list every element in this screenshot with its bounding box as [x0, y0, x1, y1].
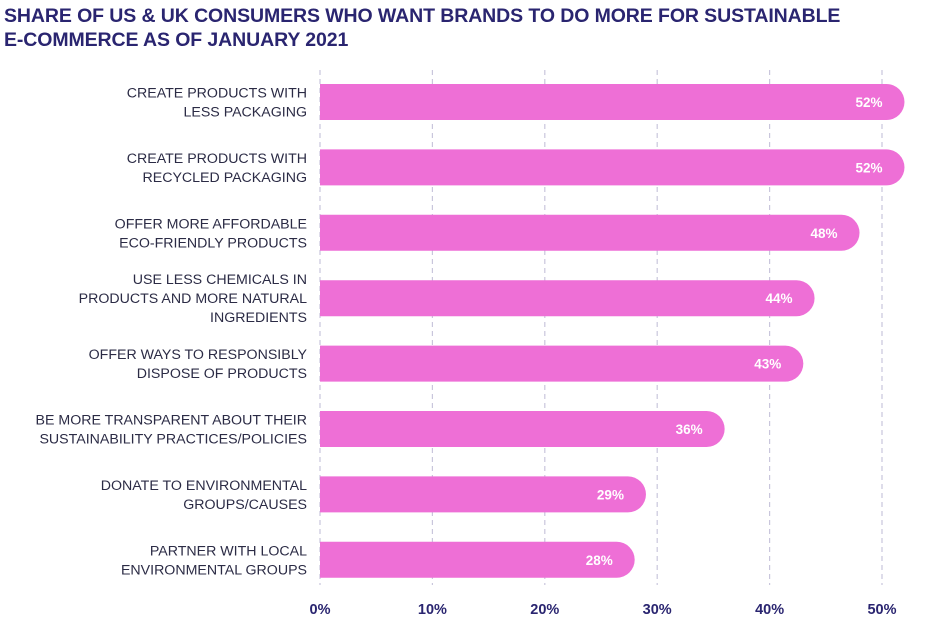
category-label-line: DONATE TO ENVIRONMENTAL	[101, 478, 307, 494]
x-tick-label: 20%	[530, 602, 559, 618]
bar	[320, 345, 804, 382]
category-label-line: RECYCLED PACKAGING	[142, 170, 307, 186]
category-label: CREATE PRODUCTS WITH LESS PACKAGING	[127, 86, 307, 121]
category-label: OFFER WAYS TO RESPONSIBLY DISPOSE OF PROD…	[89, 347, 308, 382]
bar	[320, 149, 905, 186]
category-label-line: SUSTAINABILITY PRACTICES/POLICIES	[39, 432, 307, 448]
bar	[320, 541, 635, 578]
category-label: CREATE PRODUCTS WITH RECYCLED PACKAGING	[127, 151, 307, 186]
bar-value-label: 43%	[754, 357, 781, 372]
bar	[320, 411, 725, 447]
bar	[320, 280, 815, 317]
category-label-line: ECO-FRIENDLY PRODUCTS	[119, 235, 307, 251]
x-tick-label: 40%	[755, 602, 784, 618]
x-axis-tick-labels: 0% 10% 20% 30% 40% 50%	[310, 602, 897, 618]
category-label: OFFER MORE AFFORDABLE ECO-FRIENDLY PRODUC…	[115, 216, 307, 251]
bar-value-label: 29%	[597, 487, 624, 502]
category-label: DONATE TO ENVIRONMENTAL GROUPS/CAUSES	[101, 478, 307, 513]
bar-value-label: 28%	[586, 553, 613, 568]
x-tick-label: 30%	[643, 602, 672, 618]
x-tick-label: 0%	[310, 602, 331, 618]
category-label-line: INGREDIENTS	[210, 310, 307, 326]
category-label-line: PARTNER WITH LOCAL	[150, 543, 307, 559]
bar-value-label: 36%	[676, 422, 703, 437]
bar	[320, 84, 905, 120]
chart-title-line-2: E-COMMERCE AS OF JANUARY 2021	[4, 29, 349, 51]
bar-value-label: 52%	[855, 95, 882, 110]
bar-value-label: 48%	[810, 226, 837, 241]
x-tick-label: 50%	[867, 602, 896, 618]
category-label-line: OFFER WAYS TO RESPONSIBLY	[89, 347, 308, 363]
category-label-line: CREATE PRODUCTS WITH	[127, 86, 307, 102]
category-label: USE LESS CHEMICALS IN PRODUCTS AND MORE N…	[79, 272, 307, 326]
category-label-line: PRODUCTS AND MORE NATURAL	[79, 291, 307, 307]
bar-value-label: 52%	[855, 160, 882, 175]
chart-title: SHARE OF US & UK CONSUMERS WHO WANT BRAN…	[4, 4, 934, 52]
category-label-line: GROUPS/CAUSES	[183, 497, 307, 513]
category-label-line: CREATE PRODUCTS WITH	[127, 151, 307, 167]
category-label: BE MORE TRANSPARENT ABOUT THEIR SUSTAINAB…	[36, 413, 307, 448]
category-label-line: OFFER MORE AFFORDABLE	[115, 216, 307, 232]
chart-title-line-1: SHARE OF US & UK CONSUMERS WHO WANT BRAN…	[4, 5, 841, 27]
bar	[320, 214, 860, 251]
category-label: PARTNER WITH LOCAL ENVIRONMENTAL GROUPS	[121, 543, 307, 578]
bar	[320, 476, 646, 513]
category-label-line: ENVIRONMENTAL GROUPS	[121, 562, 307, 578]
category-label-line: DISPOSE OF PRODUCTS	[137, 366, 307, 382]
category-label-line: LESS PACKAGING	[183, 105, 307, 121]
bar-value-label: 44%	[766, 291, 793, 306]
category-label-line: BE MORE TRANSPARENT ABOUT THEIR	[36, 413, 307, 429]
x-tick-label: 10%	[418, 602, 447, 618]
category-label-line: USE LESS CHEMICALS IN	[133, 272, 307, 288]
bars: 52% 52% 48% 44% 43% 36% 29% 28%	[320, 84, 905, 578]
category-labels: CREATE PRODUCTS WITH LESS PACKAGINGCREATE…	[36, 86, 308, 579]
